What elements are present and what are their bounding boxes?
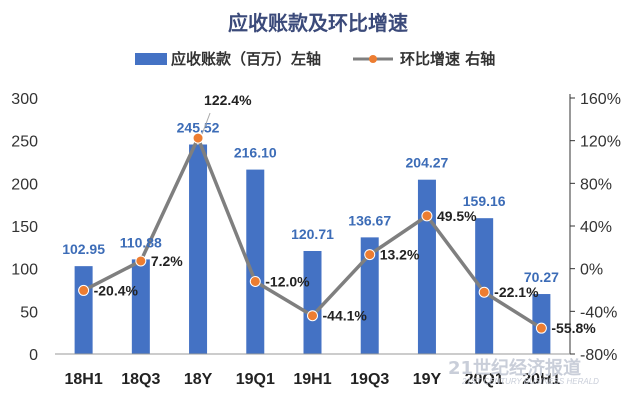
left-axis-tick-label: 50 <box>20 304 38 321</box>
bar <box>74 266 93 354</box>
legend: 应收账款（百万）左轴 环比增速 右轴 <box>135 50 495 68</box>
growth-point <box>192 132 204 144</box>
line-value-label: 122.4% <box>204 92 252 108</box>
left-axis: 0 50 100 150 200 250 300 <box>11 91 38 364</box>
right-axis-tick-label: 80% <box>580 176 612 193</box>
line-value-label: -44.1% <box>323 308 368 324</box>
bar <box>475 218 494 354</box>
bar-value-label: 136.67 <box>348 212 391 228</box>
line-value-label: -55.8% <box>551 320 596 336</box>
x-axis-category-label: 19Q1 <box>236 371 275 388</box>
bar-value-label: 216.10 <box>234 145 277 161</box>
chart-title: 应收账款及环比增速 <box>228 11 408 35</box>
bar-value-label: 70.27 <box>524 269 559 285</box>
bar-value-label: 102.95 <box>62 241 105 257</box>
right-axis-tick-label: 40% <box>580 219 612 236</box>
line-value-label: 49.5% <box>437 208 477 224</box>
bar <box>246 169 265 354</box>
watermark-text: 21世纪经济报道 <box>448 357 581 379</box>
legend-line-label: 环比增速 右轴 <box>400 50 495 68</box>
x-axis-category-label: 19H1 <box>293 371 331 388</box>
legend-line-marker <box>369 55 377 63</box>
left-axis-tick-label: 100 <box>11 262 38 279</box>
bar-value-label: 159.16 <box>463 193 506 209</box>
right-axis-tick-label: -80% <box>580 347 617 364</box>
bar <box>131 259 150 354</box>
x-axis-category-label: 18Y <box>184 371 213 388</box>
x-axis-category-label: 20H1 <box>522 371 560 388</box>
bar <box>303 250 322 354</box>
right-axis: -80% -40% 0% 40% 80% 120% 160% <box>569 91 621 364</box>
line-labels: -20.4% 7.2% 122.4% -12.0% -44.1% 13.2% 49.5% -2… <box>94 92 597 336</box>
left-axis-tick-label: 0 <box>29 347 38 364</box>
growth-point <box>364 249 376 261</box>
bar-value-label: 110.88 <box>120 234 162 250</box>
x-axis-category-label: 19Y <box>413 371 442 388</box>
bar-value-label: 120.71 <box>291 226 334 242</box>
left-axis-tick-label: 300 <box>11 91 38 108</box>
growth-point <box>78 284 90 296</box>
x-axis-category-label: 18Q3 <box>121 371 160 388</box>
x-axis-category-label: 20Q1 <box>465 371 504 388</box>
left-axis-tick-label: 150 <box>11 219 38 236</box>
line-value-label: -20.4% <box>94 282 139 298</box>
watermark-subtext: 21ST CENTURY BUSINESS HERALD <box>461 377 599 386</box>
watermark: 21世纪经济报道 21ST CENTURY BUSINESS HERALD <box>448 357 599 386</box>
right-axis-tick-label: -40% <box>580 304 617 321</box>
bar <box>360 237 379 354</box>
line-value-label: -12.0% <box>265 273 310 289</box>
left-axis-tick-label: 200 <box>11 176 38 193</box>
x-axis-category-label: 18H1 <box>64 371 102 388</box>
right-axis-tick-label: 120% <box>580 134 621 151</box>
bar <box>417 179 436 354</box>
left-axis-tick-label: 250 <box>11 134 38 151</box>
bar-value-label: 204.27 <box>406 155 449 171</box>
growth-point <box>535 322 547 334</box>
line-label-leader <box>201 112 211 135</box>
growth-point <box>307 310 318 322</box>
legend-bar-swatch <box>135 53 167 65</box>
bars <box>74 144 551 354</box>
bar-value-label: 245.52 <box>177 119 220 135</box>
growth-point <box>135 255 147 267</box>
line-value-label: 13.2% <box>380 247 420 263</box>
bar-labels: 102.95 110.88 245.52 216.10 120.71 136.67 204.… <box>62 119 559 285</box>
x-axis-category-label: 19Q3 <box>350 371 389 388</box>
bar <box>189 144 208 354</box>
x-axis: 18H1 18Q3 18Y 19Q1 19H1 19Q3 19Y 20Q1 20H1 <box>55 353 570 388</box>
right-axis-tick-label: 160% <box>580 91 621 108</box>
legend-bar-label: 应收账款（百万）左轴 <box>171 50 321 68</box>
right-axis-tick-label: 0% <box>580 262 603 279</box>
growth-line <box>78 132 547 334</box>
growth-point <box>249 275 261 287</box>
line-value-label: 7.2% <box>151 253 183 269</box>
growth-point <box>421 210 433 222</box>
line-value-label: -22.1% <box>494 284 539 300</box>
growth-point <box>478 286 490 298</box>
